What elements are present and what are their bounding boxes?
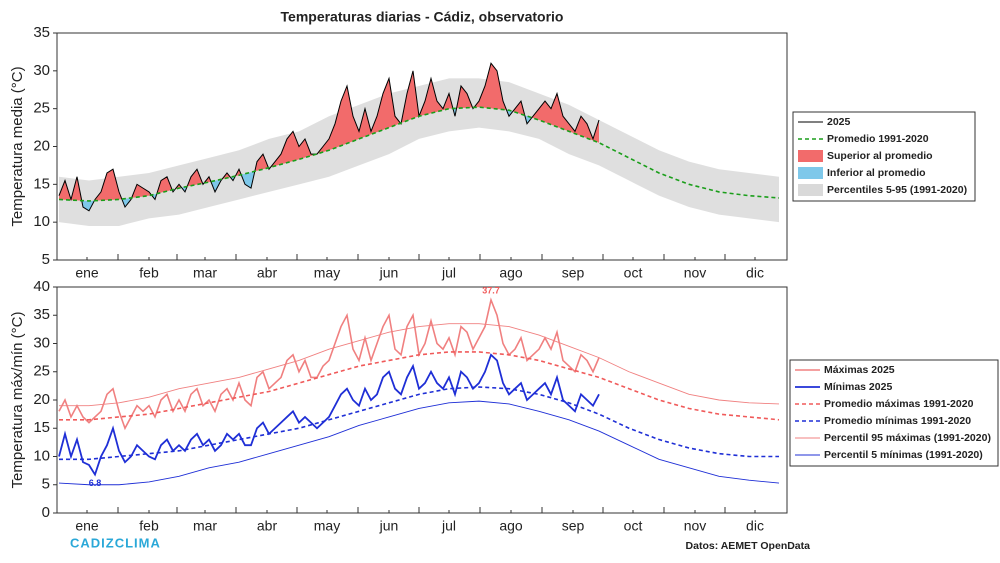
above-average-fill (341, 86, 347, 146)
x-tick-label: may (314, 265, 340, 281)
y-tick-label: 35 (33, 306, 50, 323)
x-tick-label: feb (139, 518, 159, 534)
x-tick-label: sep (562, 518, 585, 534)
x-tick-label: ago (499, 265, 523, 281)
series-line (59, 387, 779, 459)
legend-label: Mínimas 2025 (824, 381, 892, 393)
y-tick-label: 30 (33, 334, 50, 351)
x-tick-label: oct (624, 518, 643, 534)
legend-swatch (798, 167, 823, 179)
plot (59, 63, 779, 226)
x-tick-label: nov (684, 265, 707, 281)
x-tick-label: dic (746, 518, 764, 534)
legend-label: Inferior al promedio (827, 167, 926, 179)
plot (59, 300, 779, 485)
legend-label: 2025 (827, 116, 851, 128)
y-tick-label: 5 (42, 251, 50, 268)
legend-label: Promedio mínimas 1991-2020 (824, 415, 971, 427)
legend-label: Superior al promedio (827, 150, 933, 162)
x-tick-label: sep (562, 265, 585, 281)
plot-frame (57, 33, 787, 260)
series-line (59, 300, 599, 428)
x-tick-label: jul (441, 518, 456, 534)
brand: CADIZCLIMA (70, 535, 161, 550)
above-average-fill (347, 86, 353, 144)
y-tick-label: 30 (33, 62, 50, 79)
x-tick-label: oct (624, 265, 643, 281)
x-tick-label: ene (75, 265, 99, 281)
y-tick-label: 15 (33, 175, 50, 192)
x-tick-label: nov (684, 518, 707, 534)
legend-label: Máximas 2025 (824, 364, 895, 376)
legend-label: Percentil 5 mínimas (1991-2020) (824, 449, 983, 461)
legend-label: Percentil 95 máximas (1991-2020) (824, 432, 991, 444)
y-tick-label: 10 (33, 213, 50, 230)
x-tick-label: jun (379, 518, 399, 534)
x-tick-label: mar (193, 265, 217, 281)
above-average-fill (335, 101, 341, 148)
y-tick-label: 0 (42, 504, 50, 521)
above-average-fill (107, 169, 113, 200)
legend-label: Promedio 1991-2020 (827, 133, 929, 145)
x-tick-label: may (314, 518, 340, 534)
y-tick-label: 40 (33, 278, 50, 295)
y-tick-label: 20 (33, 391, 50, 408)
x-tick-label: ago (499, 518, 523, 534)
y-tick-label: 10 (33, 447, 50, 464)
series-line (59, 355, 599, 475)
legend-swatch (798, 150, 823, 162)
x-tick-label: abr (257, 265, 278, 281)
series-line (59, 401, 779, 485)
above-average-fill (485, 63, 491, 108)
legend: Máximas 2025 Mínimas 2025 Promedio máximas… (790, 360, 998, 466)
legend-label: Percentiles 5-95 (1991-2020) (827, 184, 967, 196)
percentile-band (59, 78, 779, 226)
x-tick-label: dic (746, 265, 764, 281)
y-axis-label: Temperatura máx/mín (°C) (9, 312, 26, 489)
x-tick-label: jul (441, 265, 456, 281)
y-axis-label: Temperatura media (°C) (9, 66, 26, 226)
x-tick-label: mar (193, 518, 217, 534)
above-average-fill (407, 71, 413, 121)
y-tick-label: 35 (33, 24, 50, 41)
source: Datos: AEMET OpenData (686, 540, 811, 552)
x-tick-label: jun (379, 265, 399, 281)
y-tick-label: 25 (33, 363, 50, 380)
annotation: 6.8 (89, 478, 102, 488)
annotation: 37.7 (482, 285, 500, 295)
x-tick-label: ene (75, 518, 99, 534)
legend-swatch (798, 184, 823, 196)
legend-label: Promedio máximas 1991-2020 (824, 398, 974, 410)
legend: 2025 Promedio 1991-2020 Superior al promed… (793, 112, 975, 201)
y-tick-label: 15 (33, 419, 50, 436)
x-tick-label: feb (139, 265, 159, 281)
chart-title: Temperaturas diarias - Cádiz, observator… (281, 9, 564, 25)
plot-frame (57, 287, 787, 513)
x-tick-label: abr (257, 518, 278, 534)
y-tick-label: 25 (33, 100, 50, 117)
y-tick-label: 20 (33, 137, 50, 154)
y-tick-label: 5 (42, 476, 50, 493)
